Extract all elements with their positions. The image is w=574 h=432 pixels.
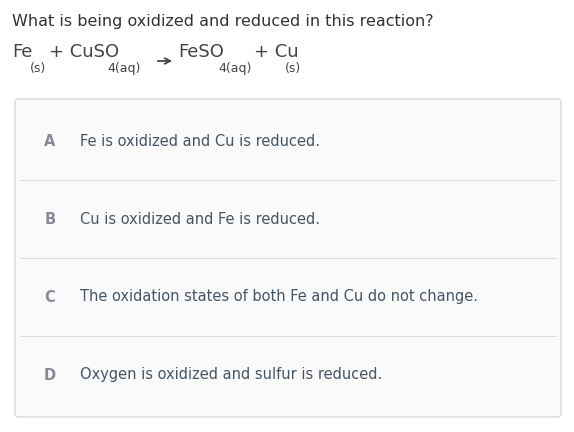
Text: Cu is oxidized and Fe is reduced.: Cu is oxidized and Fe is reduced. xyxy=(80,212,320,226)
Text: + Cu: + Cu xyxy=(254,43,298,61)
Text: (s): (s) xyxy=(30,62,46,75)
Text: (s): (s) xyxy=(285,62,301,75)
Text: Oxygen is oxidized and sulfur is reduced.: Oxygen is oxidized and sulfur is reduced… xyxy=(80,368,382,382)
FancyBboxPatch shape xyxy=(15,99,561,417)
Text: FeSO: FeSO xyxy=(178,43,224,61)
Text: + CuSO: + CuSO xyxy=(49,43,119,61)
Text: 4(aq): 4(aq) xyxy=(107,62,141,75)
Text: C: C xyxy=(45,289,55,305)
Text: Fe is oxidized and Cu is reduced.: Fe is oxidized and Cu is reduced. xyxy=(80,133,320,149)
Text: 4(aq): 4(aq) xyxy=(218,62,251,75)
Text: B: B xyxy=(44,212,56,226)
Text: A: A xyxy=(44,133,56,149)
Text: The oxidation states of both Fe and Cu do not change.: The oxidation states of both Fe and Cu d… xyxy=(80,289,478,305)
Text: Fe: Fe xyxy=(12,43,32,61)
Text: What is being oxidized and reduced in this reaction?: What is being oxidized and reduced in th… xyxy=(12,14,433,29)
Text: D: D xyxy=(44,368,56,382)
